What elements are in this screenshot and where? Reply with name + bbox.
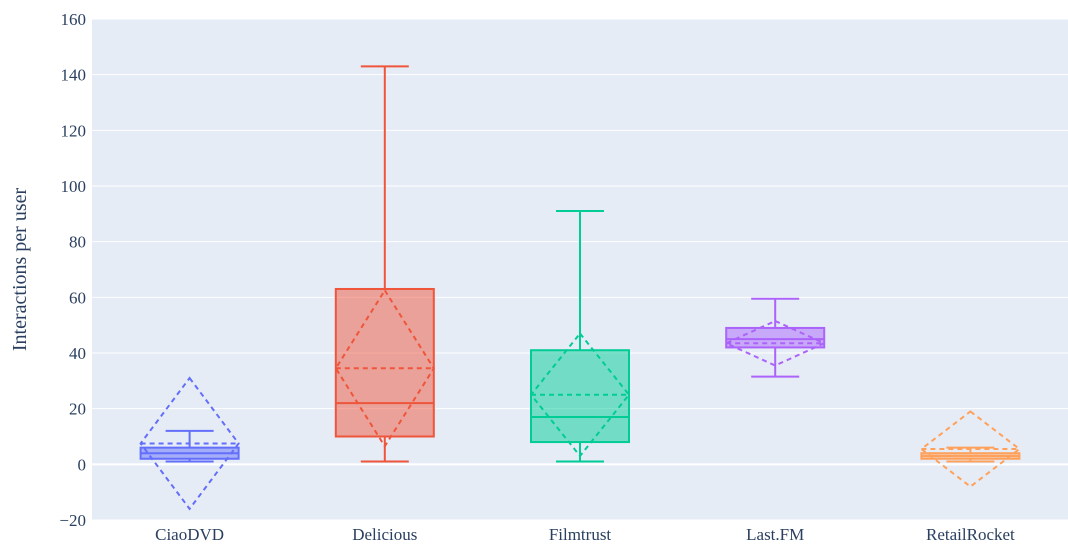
y-tick-label: 80 — [69, 233, 86, 252]
iqr-box — [725, 326, 826, 349]
y-tick-label: 140 — [61, 66, 87, 85]
iqr-box — [334, 287, 435, 438]
y-tick-label: 160 — [61, 10, 87, 29]
box-retailrocket — [919, 410, 1022, 488]
x-tick-label: Delicious — [352, 525, 417, 544]
y-axis-ticks: −20 0 20 40 60 80 100 120 140 160 — [59, 10, 86, 530]
sd-diamond — [334, 288, 435, 449]
y-tick-label: 40 — [69, 344, 86, 363]
iqr-box — [530, 349, 630, 444]
y-tick-label: 60 — [69, 288, 86, 307]
x-tick-label: Filmtrust — [549, 525, 612, 544]
box-delicious — [334, 65, 435, 463]
box-last-fm — [723, 297, 827, 378]
sd-diamond — [139, 376, 240, 511]
y-tick-label: 100 — [61, 177, 87, 196]
y-tick-label: 120 — [61, 121, 87, 140]
y-tick-label: 20 — [69, 400, 86, 419]
sd-diamond — [529, 331, 631, 458]
y-tick-label: 0 — [78, 455, 87, 474]
x-tick-label: Last.FM — [746, 525, 804, 544]
box-filmtrust — [529, 210, 631, 463]
box-ciaodvd — [139, 376, 240, 511]
x-axis-ticks: CiaoDVD Delicious Filmtrust Last.FM RetailRo… — [155, 525, 1015, 544]
box-series — [139, 65, 1022, 511]
y-tick-label: −20 — [59, 511, 86, 530]
y-axis-title: Interactions per user — [9, 188, 31, 352]
x-tick-label: CiaoDVD — [155, 525, 224, 544]
x-tick-label: RetailRocket — [926, 525, 1015, 544]
